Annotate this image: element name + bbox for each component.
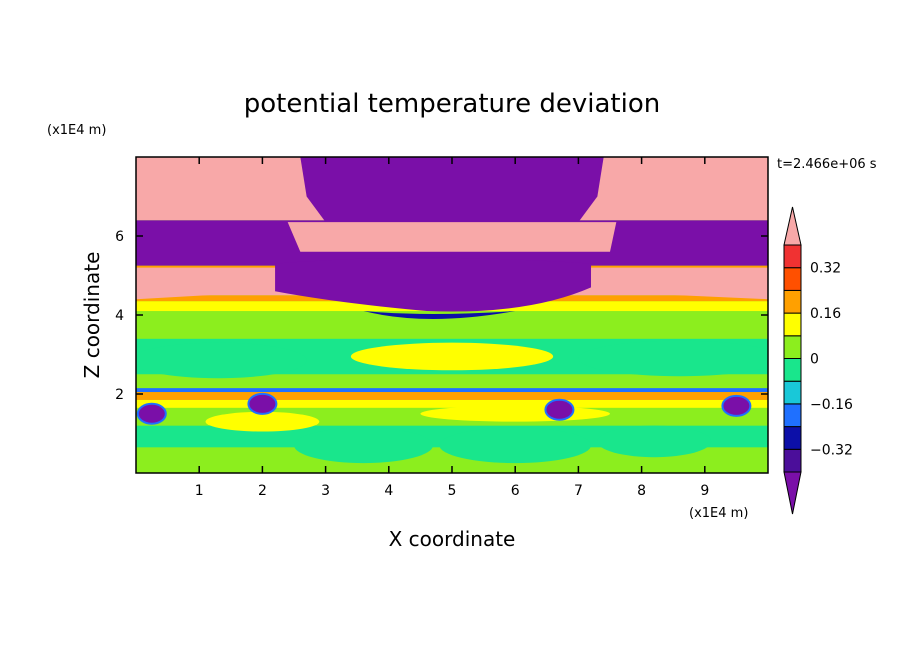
colorbar-swatch <box>783 380 802 405</box>
colorbar-extend-min <box>783 471 802 515</box>
y-tick-label: 2 <box>115 387 124 403</box>
colorbar-swatch <box>783 358 802 382</box>
field-band <box>136 388 768 393</box>
field-eddy <box>721 394 752 417</box>
colorbar-swatch <box>783 426 802 450</box>
y-tick-label: 6 <box>115 229 124 245</box>
field-band <box>136 374 768 389</box>
x-tick-label: 3 <box>321 483 330 499</box>
field-blue-rim <box>363 311 516 319</box>
colorbar-swatch <box>783 244 802 269</box>
colorbar: 0.32 0.16 0 −0.16 −0.32 <box>783 206 853 515</box>
colorbar-swatch <box>783 312 802 337</box>
x-tick-label: 5 <box>448 483 457 499</box>
x-unit-label: (x1E4 m) <box>689 506 748 521</box>
y-tick-label: 4 <box>115 308 124 324</box>
colorbar-tick-label: 0.32 <box>810 261 841 277</box>
x-tick-label: 6 <box>511 483 520 499</box>
x-tick-label: 7 <box>574 483 583 499</box>
field-eddy <box>247 392 278 415</box>
colorbar-swatch <box>783 335 802 359</box>
x-tick-label: 4 <box>384 483 393 499</box>
field-plume-upper <box>300 157 604 223</box>
colorbar-swatch <box>783 267 802 291</box>
y-unit-label: (x1E4 m) <box>47 123 106 138</box>
colorbar-tick-label: −0.32 <box>810 442 853 458</box>
field-band <box>136 392 768 400</box>
colorbar-tick-label: 0 <box>810 352 819 368</box>
x-tick-label: 2 <box>258 483 267 499</box>
x-tick-label: 1 <box>195 483 204 499</box>
x-axis-label: X coordinate <box>389 527 516 551</box>
field-pink-layer <box>287 222 617 252</box>
field-blob <box>439 427 592 464</box>
field-blob <box>136 342 307 379</box>
field-blob <box>205 411 320 432</box>
colorbar-extend-max <box>783 206 802 246</box>
colorbar-tick-label: 0.16 <box>810 306 841 322</box>
field-pink-right <box>591 267 768 300</box>
field-blob <box>294 427 434 464</box>
colorbar-swatch <box>783 448 802 473</box>
field-eddy <box>544 398 575 421</box>
colorbar-swatch <box>783 403 802 428</box>
field-eddy <box>136 402 167 425</box>
y-axis-label: Z coordinate <box>80 252 104 379</box>
chart-title: potential temperature deviation <box>244 89 660 119</box>
field-pink-left <box>136 267 276 300</box>
contour-field <box>136 157 768 473</box>
field-blob <box>578 340 768 377</box>
field-blob <box>350 342 554 371</box>
x-axis-ticks: 1 2 3 4 5 6 7 8 9 <box>195 157 709 499</box>
field-blob <box>420 405 610 422</box>
x-tick-label: 8 <box>637 483 646 499</box>
time-label: t=2.466e+06 s <box>777 157 877 172</box>
colorbar-swatch <box>783 289 802 314</box>
y-axis-ticks: 2 4 6 <box>115 229 768 403</box>
field-blob <box>597 425 712 458</box>
x-tick-label: 9 <box>700 483 709 499</box>
colorbar-tick-label: −0.16 <box>810 397 853 413</box>
field-plume-lower <box>275 257 592 312</box>
field-band <box>136 399 768 408</box>
